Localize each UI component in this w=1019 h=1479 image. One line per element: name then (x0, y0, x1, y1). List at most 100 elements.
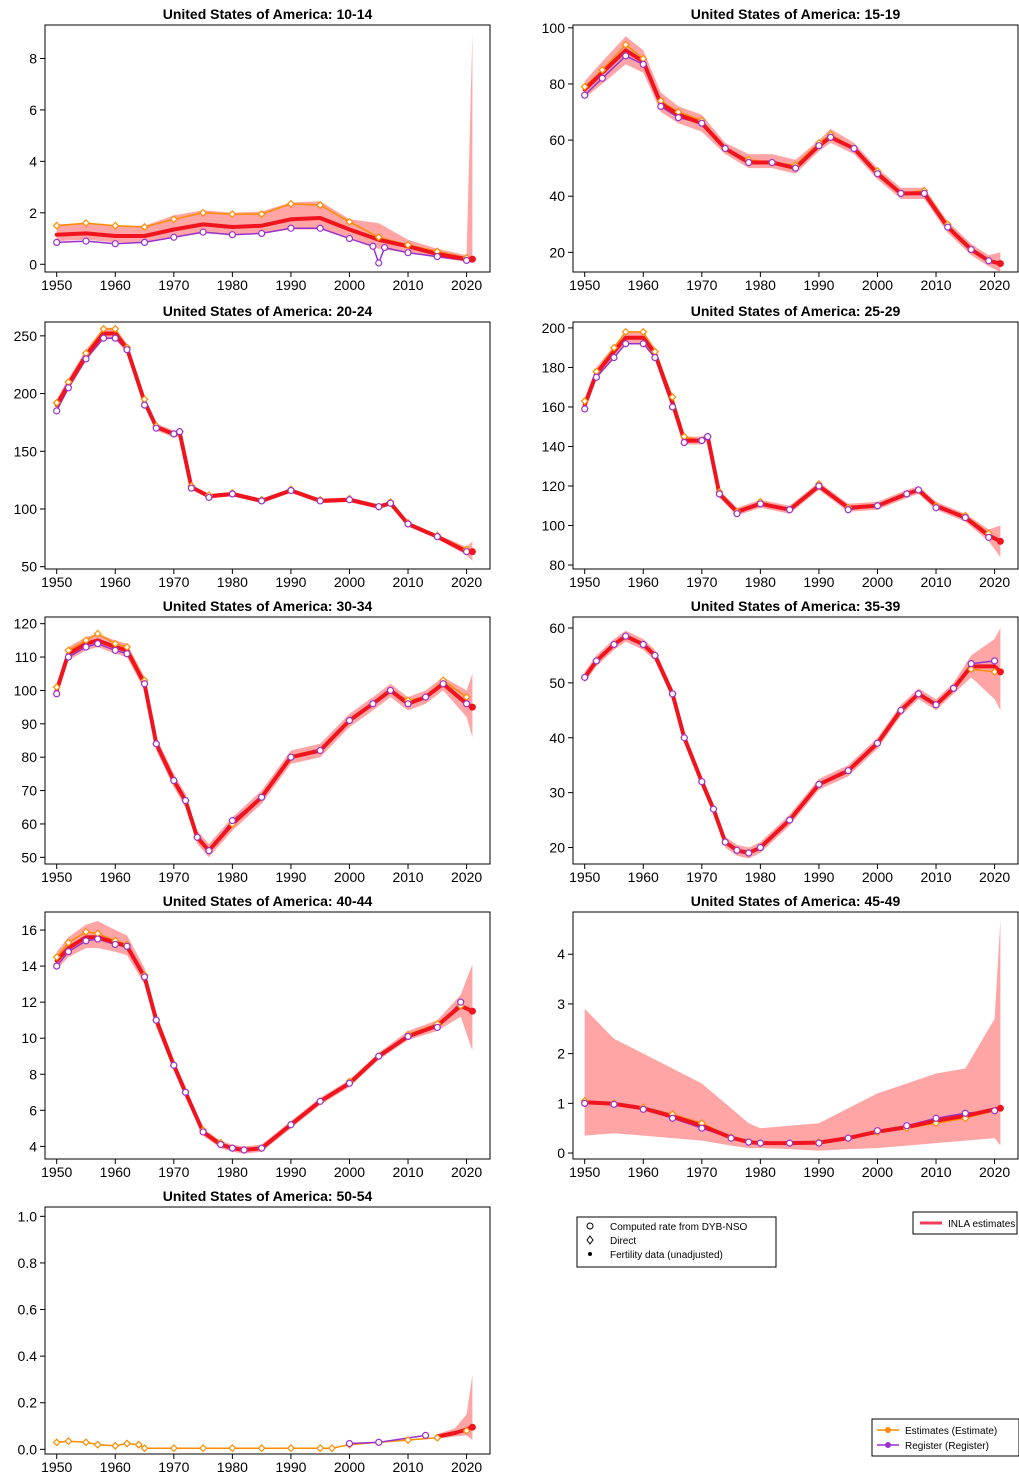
x-tick-label: 1980 (217, 1459, 248, 1475)
register-point (961, 1109, 969, 1117)
register-point (949, 684, 958, 692)
x-tick-label: 1970 (158, 1459, 189, 1475)
register-point (82, 937, 90, 945)
register-point (228, 817, 236, 825)
register-point (903, 490, 911, 498)
estimate-point (228, 210, 237, 219)
register-point (721, 838, 729, 846)
y-tick-label: 0.4 (18, 1348, 38, 1364)
x-tick-label: 2010 (392, 869, 423, 885)
register-point (727, 1134, 735, 1142)
x-tick-label: 2000 (334, 277, 365, 293)
inla-band (584, 628, 1001, 859)
y-tick-label: 0.8 (18, 1255, 38, 1271)
panel-title: United States of America: 20-24 (163, 303, 373, 319)
estimate-point (609, 343, 619, 352)
register-point (756, 500, 764, 508)
plot-frame (44, 321, 491, 570)
x-tick-label: 1960 (628, 574, 659, 590)
panel-1: United States of America: 10-14 1950 1960 1… (29, 6, 491, 293)
register-point (53, 238, 61, 247)
x-tick-label: 1990 (803, 869, 834, 885)
y-tick-label: 0 (29, 256, 37, 272)
panel-3: United States of America: 20-24 1950 1960 1… (14, 303, 491, 590)
x-tick-label: 1960 (100, 869, 131, 885)
register-point (715, 490, 723, 498)
estimate-point (140, 1444, 149, 1453)
register-point (914, 690, 923, 698)
inla-band (584, 36, 1001, 272)
y-tick-label: 120 (14, 616, 38, 632)
register-point (844, 767, 852, 775)
estimate-point (169, 215, 178, 224)
x-tick-label: 1980 (217, 1164, 248, 1180)
register-point (873, 739, 882, 747)
x-tick-label: 1990 (803, 574, 834, 590)
register-point (610, 353, 618, 362)
legend-sources-box (871, 1418, 1019, 1457)
plot-frame (44, 1206, 491, 1455)
estimate-point (111, 324, 120, 333)
estimate-point (286, 199, 295, 208)
register-point (581, 1099, 589, 1107)
register-point (404, 249, 412, 257)
estimate-point (81, 927, 91, 936)
register-point (698, 119, 706, 127)
register-point (345, 234, 354, 243)
inla-last-point (468, 1007, 476, 1015)
x-tick-label: 1990 (275, 574, 306, 590)
estimate-point (93, 629, 102, 638)
legend-inla: INLA estimates (912, 1211, 1018, 1235)
plot-frame (572, 321, 1019, 570)
legend-inla-box (912, 1211, 1018, 1235)
register-point (170, 1061, 178, 1069)
register-point (786, 506, 794, 514)
estimate-point (52, 1438, 61, 1447)
register-point (205, 847, 213, 855)
y-tick-label: 2 (29, 205, 37, 221)
register-point (82, 643, 90, 651)
x-tick-label: 2020 (451, 277, 482, 293)
register-point (657, 102, 665, 110)
y-tick-label: 50 (549, 675, 565, 691)
inla-line (54, 216, 475, 262)
y-tick-label: 1.0 (18, 1208, 38, 1224)
y-tick-label: 200 (542, 320, 566, 336)
panel-title: United States of America: 30-34 (163, 598, 373, 614)
inla-band (584, 919, 1001, 1151)
register-point (768, 158, 776, 167)
register-point (421, 1431, 430, 1439)
estimate-point (99, 324, 108, 333)
register-point (873, 1127, 882, 1135)
estimate-point (621, 40, 630, 49)
register-point (193, 833, 201, 841)
register-point (345, 716, 354, 725)
register-point (639, 340, 647, 348)
register-point (844, 506, 852, 514)
x-tick-label: 2020 (979, 869, 1010, 885)
register-point (258, 1144, 266, 1152)
register-point (140, 680, 149, 688)
x-tick-label: 1950 (41, 574, 72, 590)
estimate-point (580, 396, 589, 406)
register-point (140, 401, 149, 409)
register-point (897, 706, 905, 714)
x-tick-label: 2010 (392, 277, 423, 293)
panel-6: United States of America: 35-39 1950 1960 1… (549, 598, 1019, 885)
estimate-point (228, 1444, 237, 1453)
estimate-point (169, 1444, 178, 1453)
estimate-point (257, 1444, 266, 1453)
panel-8: United States of America: 45-49 1950 1960 1… (557, 893, 1019, 1180)
y-tick-label: 80 (21, 749, 37, 765)
register-point (152, 740, 160, 748)
y-tick-label: 3 (557, 996, 565, 1012)
register-point (462, 256, 471, 265)
register-point (721, 144, 729, 153)
inla-band (437, 1374, 473, 1440)
register-point (258, 229, 266, 238)
legend-label-register: Register (Register) (905, 1441, 989, 1452)
register-point (581, 673, 589, 681)
register-point (844, 1134, 852, 1142)
inla-last-point (468, 548, 476, 556)
x-tick-label: 1950 (41, 277, 72, 293)
